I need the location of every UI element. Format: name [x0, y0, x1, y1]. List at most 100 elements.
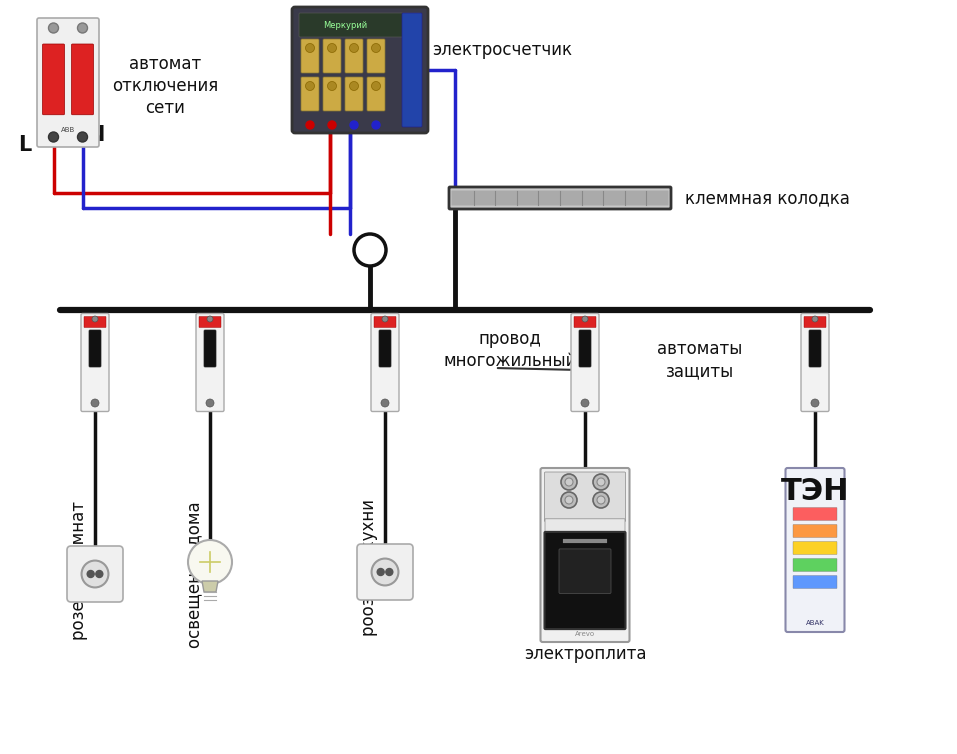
- Circle shape: [382, 316, 388, 322]
- FancyBboxPatch shape: [81, 314, 109, 412]
- Polygon shape: [202, 581, 218, 592]
- Text: электросчетчик: электросчетчик: [432, 41, 572, 59]
- Circle shape: [582, 316, 588, 322]
- Circle shape: [354, 234, 386, 266]
- Text: Меркурий: Меркурий: [323, 20, 367, 29]
- FancyBboxPatch shape: [374, 317, 396, 327]
- Circle shape: [327, 44, 337, 53]
- Circle shape: [96, 571, 102, 578]
- FancyBboxPatch shape: [452, 191, 669, 206]
- Text: роозетки кухни: роозетки кухни: [360, 499, 378, 636]
- FancyBboxPatch shape: [345, 77, 363, 111]
- Text: ТЭН: ТЭН: [781, 477, 849, 507]
- Circle shape: [81, 560, 108, 587]
- FancyBboxPatch shape: [402, 13, 422, 127]
- Circle shape: [597, 478, 605, 486]
- Circle shape: [593, 474, 609, 490]
- Circle shape: [349, 81, 359, 90]
- Circle shape: [306, 121, 314, 129]
- Circle shape: [206, 399, 214, 407]
- Circle shape: [327, 81, 337, 90]
- Circle shape: [349, 44, 359, 53]
- Circle shape: [386, 569, 392, 575]
- FancyBboxPatch shape: [793, 507, 837, 520]
- Text: ABAK: ABAK: [806, 620, 824, 626]
- Circle shape: [87, 571, 94, 578]
- FancyBboxPatch shape: [545, 519, 625, 532]
- FancyBboxPatch shape: [579, 330, 591, 367]
- FancyBboxPatch shape: [793, 575, 837, 589]
- FancyBboxPatch shape: [571, 314, 599, 412]
- Text: провод
многожильный: провод многожильный: [443, 330, 577, 370]
- Circle shape: [350, 121, 358, 129]
- FancyBboxPatch shape: [357, 544, 413, 600]
- FancyBboxPatch shape: [379, 330, 391, 367]
- FancyBboxPatch shape: [545, 532, 626, 629]
- FancyBboxPatch shape: [89, 330, 101, 367]
- Circle shape: [593, 492, 609, 508]
- Circle shape: [328, 121, 336, 129]
- FancyBboxPatch shape: [323, 39, 341, 73]
- FancyBboxPatch shape: [786, 468, 844, 632]
- Circle shape: [812, 316, 818, 322]
- FancyBboxPatch shape: [72, 44, 94, 115]
- Circle shape: [581, 399, 589, 407]
- FancyBboxPatch shape: [204, 330, 216, 367]
- Circle shape: [49, 132, 58, 142]
- Text: розетки комнат: розетки комнат: [70, 501, 88, 639]
- FancyBboxPatch shape: [809, 330, 821, 367]
- FancyBboxPatch shape: [793, 541, 837, 554]
- Text: автоматы
защиты: автоматы защиты: [657, 340, 743, 380]
- Text: автомат
отключения
сети: автомат отключения сети: [112, 55, 218, 118]
- Circle shape: [92, 316, 98, 322]
- Circle shape: [305, 81, 315, 90]
- FancyBboxPatch shape: [371, 314, 399, 412]
- FancyBboxPatch shape: [574, 317, 596, 327]
- Circle shape: [49, 23, 58, 33]
- Circle shape: [78, 132, 87, 142]
- FancyBboxPatch shape: [199, 317, 221, 327]
- Circle shape: [371, 559, 398, 585]
- Circle shape: [305, 44, 315, 53]
- Circle shape: [371, 44, 381, 53]
- FancyBboxPatch shape: [793, 559, 837, 572]
- FancyBboxPatch shape: [323, 77, 341, 111]
- Circle shape: [377, 569, 384, 575]
- FancyBboxPatch shape: [67, 546, 123, 602]
- FancyBboxPatch shape: [804, 317, 826, 327]
- Circle shape: [561, 474, 577, 490]
- Text: ABB: ABB: [61, 127, 76, 133]
- Text: N: N: [87, 125, 105, 145]
- FancyBboxPatch shape: [301, 77, 319, 111]
- FancyBboxPatch shape: [84, 317, 106, 327]
- Circle shape: [371, 81, 381, 90]
- Circle shape: [91, 399, 99, 407]
- Text: Arevo: Arevo: [575, 631, 595, 637]
- Circle shape: [565, 496, 573, 504]
- FancyBboxPatch shape: [196, 314, 224, 412]
- FancyBboxPatch shape: [541, 468, 630, 642]
- FancyBboxPatch shape: [292, 7, 428, 133]
- Circle shape: [561, 492, 577, 508]
- Circle shape: [381, 399, 389, 407]
- FancyBboxPatch shape: [545, 472, 626, 522]
- FancyBboxPatch shape: [559, 549, 611, 593]
- FancyBboxPatch shape: [801, 314, 829, 412]
- FancyBboxPatch shape: [793, 525, 837, 538]
- FancyBboxPatch shape: [299, 13, 421, 37]
- Text: электроплита: электроплита: [523, 645, 646, 663]
- Circle shape: [207, 316, 213, 322]
- Circle shape: [597, 496, 605, 504]
- FancyBboxPatch shape: [449, 187, 671, 209]
- FancyBboxPatch shape: [301, 39, 319, 73]
- Circle shape: [78, 23, 87, 33]
- Circle shape: [565, 478, 573, 486]
- Circle shape: [372, 121, 380, 129]
- Text: освещение дома: освещение дома: [185, 501, 203, 648]
- Circle shape: [811, 399, 819, 407]
- FancyBboxPatch shape: [345, 39, 363, 73]
- Text: клеммная колодка: клеммная колодка: [685, 189, 850, 207]
- Circle shape: [188, 540, 232, 584]
- FancyBboxPatch shape: [367, 77, 385, 111]
- FancyBboxPatch shape: [37, 18, 99, 147]
